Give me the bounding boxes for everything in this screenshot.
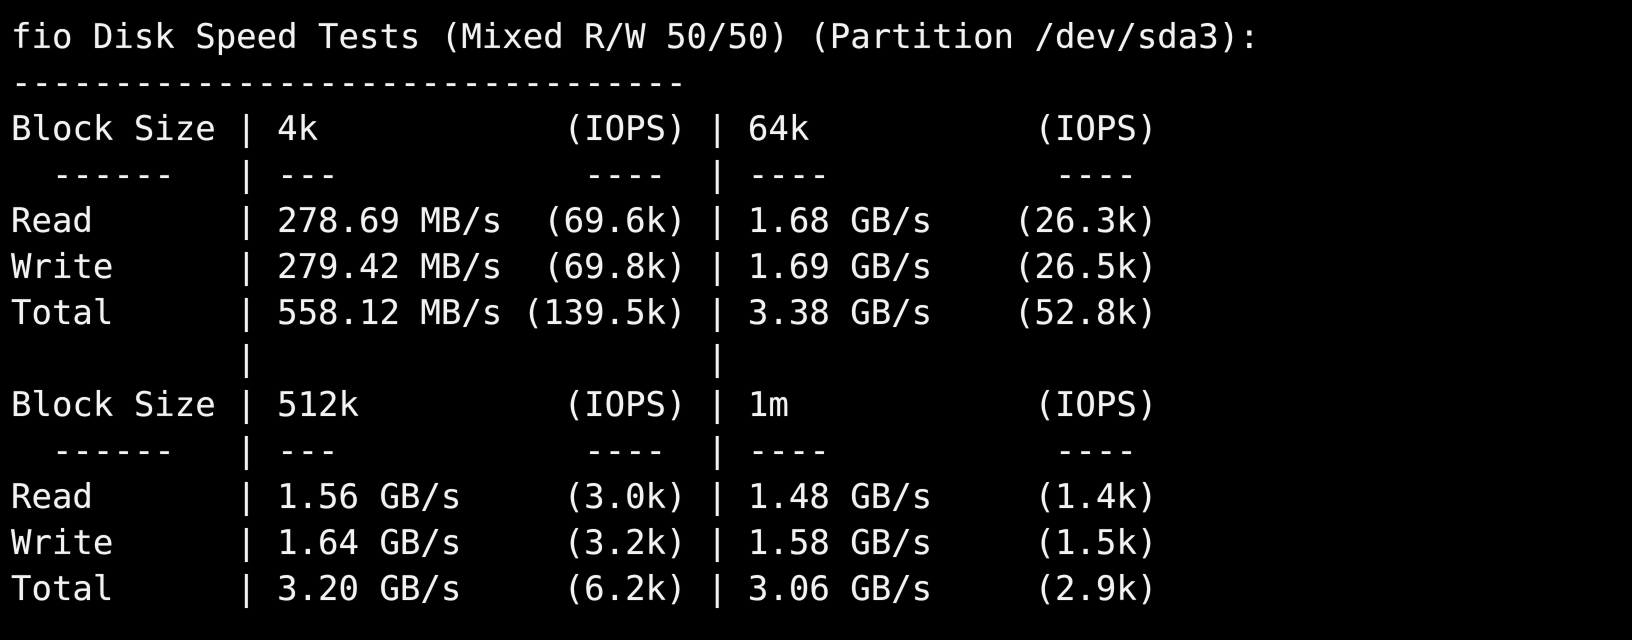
terminal-title-line: fio Disk Speed Tests (Mixed R/W 50/50) (… xyxy=(11,17,1260,57)
table1-read-row: Read | 278.69 MB/s (69.6k) | 1.68 GB/s (… xyxy=(11,201,1158,241)
table2-write-row: Write | 1.64 GB/s (3.2k) | 1.58 GB/s (1.… xyxy=(11,523,1158,563)
table1-subheader-line: ------ | --- ---- | ---- ---- xyxy=(11,155,1158,195)
table2-total-row: Total | 3.20 GB/s (6.2k) | 3.06 GB/s (2.… xyxy=(11,569,1158,609)
table1-header-line: Block Size | 4k (IOPS) | 64k (IOPS) xyxy=(11,109,1158,149)
table1-total-row: Total | 558.12 MB/s (139.5k) | 3.38 GB/s… xyxy=(11,293,1158,333)
table2-subheader-line: ------ | --- ---- | ---- ---- xyxy=(11,431,1158,471)
table2-header-line: Block Size | 512k (IOPS) | 1m (IOPS) xyxy=(11,385,1158,425)
table2-read-row: Read | 1.56 GB/s (3.0k) | 1.48 GB/s (1.4… xyxy=(11,477,1158,517)
table1-write-row: Write | 279.42 MB/s (69.8k) | 1.69 GB/s … xyxy=(11,247,1158,287)
terminal-separator-line: --------------------------------- xyxy=(11,63,687,103)
table-spacer-row: | | xyxy=(11,339,728,379)
